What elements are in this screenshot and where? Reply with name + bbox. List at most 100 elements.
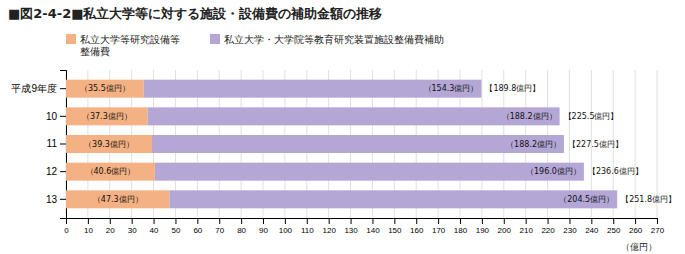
- bar: [152, 135, 564, 153]
- total-label: 【189.8億円】: [485, 84, 540, 93]
- x-tick-mark: [154, 218, 155, 224]
- legend-label: 私立大学等研究設備等整備費: [80, 34, 180, 57]
- x-tick-label: 270: [651, 226, 665, 235]
- x-tick: 80: [237, 218, 246, 235]
- y-tick: 10: [46, 111, 66, 122]
- x-tick: 0: [64, 218, 69, 235]
- x-tick: 160: [410, 218, 424, 235]
- x-tick-label: 70: [215, 226, 224, 235]
- total-label: 【227.5億円】: [568, 140, 623, 149]
- data-label: （35.5億円）: [80, 84, 130, 93]
- x-tick-mark: [219, 218, 220, 224]
- data-label: （39.3億円）: [84, 140, 134, 149]
- x-tick-label: 170: [432, 226, 446, 235]
- legend-item: 私立大学・大学院等教育研究装置施設整備費補助: [210, 34, 444, 45]
- x-tick-mark: [351, 218, 352, 224]
- data-label: （47.3億円）: [93, 195, 143, 204]
- x-tick: 210: [519, 218, 533, 235]
- x-axis-line: [67, 219, 658, 225]
- x-tick-mark: [263, 218, 264, 224]
- x-tick-label: 260: [629, 226, 643, 235]
- x-tick-label: 40: [150, 226, 159, 235]
- x-tick: 110: [301, 218, 314, 235]
- x-axis: 0102030405060708090100110120130140150160…: [64, 218, 664, 235]
- x-tick-mark: [482, 218, 483, 224]
- x-tick-mark: [657, 218, 658, 224]
- y-axis-line: [60, 71, 67, 219]
- x-tick-mark: [285, 218, 286, 224]
- x-tick-mark: [569, 218, 570, 224]
- legend-swatch: [66, 34, 76, 44]
- bar: [66, 163, 155, 181]
- x-tick: 230: [563, 218, 577, 235]
- x-tick: 40: [150, 218, 159, 235]
- x-tick-mark: [635, 218, 636, 224]
- x-tick: 260: [629, 218, 643, 235]
- x-tick-label: 140: [366, 226, 380, 235]
- x-tick: 190: [476, 218, 490, 235]
- data-label: （154.3億円）: [424, 84, 479, 93]
- x-tick: 180: [454, 218, 468, 235]
- legend-swatch: [210, 34, 220, 44]
- x-tick: 240: [585, 218, 599, 235]
- x-tick-mark: [110, 218, 111, 224]
- x-tick-mark: [307, 218, 308, 224]
- x-tick: 250: [607, 218, 621, 235]
- x-tick-mark: [548, 218, 549, 224]
- x-tick-label: 240: [585, 226, 599, 235]
- x-tick-mark: [504, 218, 505, 224]
- x-tick-mark: [175, 218, 176, 224]
- total-label: 【251.8億円】: [621, 195, 676, 204]
- y-tick-label: 13: [46, 194, 58, 205]
- x-tick-mark: [197, 218, 198, 224]
- data-label: （37.3億円）: [82, 112, 132, 121]
- data-label: （204.5億円）: [559, 195, 614, 204]
- y-tick-label: 12: [46, 166, 58, 177]
- data-label: （196.0億円）: [526, 167, 581, 176]
- y-tick: 11: [47, 138, 66, 149]
- legend-label: 私立大学・大学院等教育研究装置施設整備費補助: [224, 34, 444, 45]
- x-tick: 30: [128, 218, 137, 235]
- x-tick-mark: [438, 218, 439, 224]
- y-axis: 平成9年度10111213: [11, 71, 66, 219]
- x-tick: 50: [171, 218, 180, 235]
- x-tick-label: 220: [541, 226, 555, 235]
- x-tick-mark: [88, 218, 89, 224]
- bar: [66, 80, 144, 98]
- x-tick-mark: [329, 218, 330, 224]
- x-tick-mark: [526, 218, 527, 224]
- y-tick-mark: [60, 88, 66, 89]
- y-tick-mark: [60, 199, 66, 200]
- x-tick-label: 100: [279, 226, 293, 235]
- x-tick-mark: [132, 218, 133, 224]
- bar: [170, 190, 618, 208]
- x-tick-label: 190: [476, 226, 490, 235]
- x-tick-mark: [591, 218, 592, 224]
- total-label: 【225.5億円】: [564, 112, 619, 121]
- x-tick-label: 200: [498, 226, 512, 235]
- chart: ■図2-4-2■私立大学等に対する施設・設備費の補助金額の推移私立大学等研究設備…: [0, 0, 685, 254]
- x-tick-mark: [416, 218, 417, 224]
- x-tick: 20: [106, 218, 115, 235]
- x-tick: 90: [259, 218, 268, 235]
- x-tick-mark: [394, 218, 395, 224]
- x-tick-label: 10: [84, 226, 93, 235]
- x-tick-label: 0: [64, 226, 69, 235]
- x-tick-label: 210: [519, 226, 533, 235]
- x-tick: 170: [432, 218, 446, 235]
- title: ■図2-4-2■私立大学等に対する施設・設備費の補助金額の推移: [8, 6, 383, 21]
- x-tick-label: 80: [237, 226, 246, 235]
- bars: [66, 80, 617, 209]
- x-tick: 220: [541, 218, 555, 235]
- grid: [66, 70, 657, 218]
- bar: [66, 190, 170, 208]
- x-tick: 140: [366, 218, 380, 235]
- y-tick-mark: [60, 116, 66, 117]
- x-tick: 60: [193, 218, 202, 235]
- plot: 0102030405060708090100110120130140150160…: [11, 70, 676, 235]
- x-tick: 10: [84, 218, 93, 235]
- x-tick-label: 50: [171, 226, 180, 235]
- legend-item: 私立大学等研究設備等整備費: [66, 34, 180, 57]
- x-tick: 100: [279, 218, 293, 235]
- x-tick-label: 160: [410, 226, 424, 235]
